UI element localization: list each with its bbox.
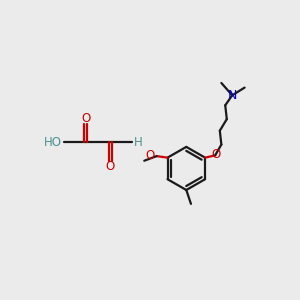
Text: HO: HO [44,136,62,149]
Text: O: O [211,148,220,161]
Text: O: O [81,112,90,125]
Text: O: O [106,160,115,172]
Text: H: H [134,136,142,149]
Text: N: N [227,89,237,102]
Text: O: O [146,149,155,162]
